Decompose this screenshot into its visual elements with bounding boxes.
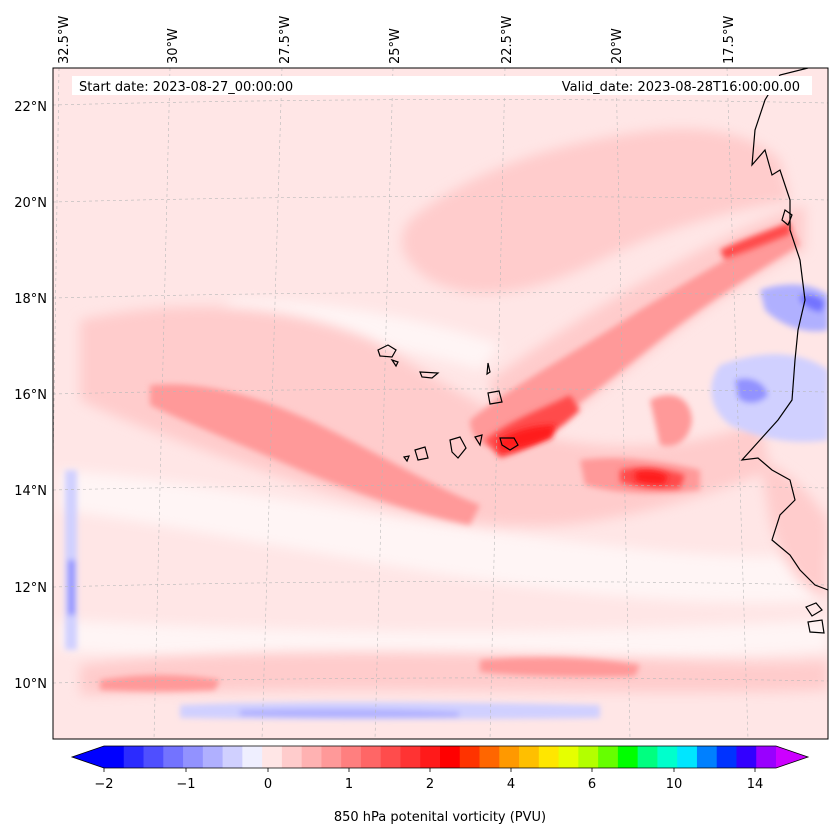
colorbar-tick-label: 14 [747,777,764,792]
colorbar-cell [321,746,342,768]
colorbar-cell [341,746,362,768]
colorbar-cell [756,746,777,768]
colorbar-cell [143,746,164,768]
pv-medium-positive [100,225,800,692]
colorbar-tick-label: 2 [426,777,434,792]
colorbar-tick-labels: −2 −1 0 1 2 4 6 10 14 [94,777,763,792]
colorbar-cell [657,746,678,768]
colorbar-cells [104,746,777,768]
colorbar-cell [459,746,480,768]
colorbar-tick-label: 10 [666,777,683,792]
lat-label-22n: 22°N [14,100,47,115]
colorbar-cell [558,746,579,768]
colorbar-cell [163,746,184,768]
colorbar-tick-label: 6 [588,777,596,792]
colorbar-cell [222,746,243,768]
colorbar-cell [440,746,461,768]
colorbar-cell [420,746,441,768]
colorbar-cell [202,746,223,768]
colorbar-cell [183,746,204,768]
colorbar-cell [123,746,144,768]
colorbar-cell [262,746,283,768]
colorbar-cell [637,746,658,768]
colorbar-cell [400,746,421,768]
lat-label-18n: 18°N [14,292,47,307]
map-frame [52,67,829,740]
colorbar-cell [598,746,619,768]
lon-label-17-5w: 17.5°W [722,16,737,64]
lat-label-12n: 12°N [14,581,47,596]
colorbar-cell [499,746,520,768]
colorbar-tick-label: 1 [345,777,353,792]
colorbar-cell [479,746,500,768]
coastlines [377,68,828,634]
lat-label-16n: 16°N [14,388,47,403]
colorbar-cell [281,746,303,768]
map-panel [53,68,828,739]
colorbar-cell [736,746,757,768]
colorbar-ticks [103,768,756,772]
colorbar-cell [380,746,401,768]
pv-peak [498,425,668,485]
colorbar: −2 −1 0 1 2 4 6 10 14 850 hPa potenital … [70,745,810,825]
colorbar-cell [677,746,698,768]
lat-label-20n: 20°N [14,196,47,211]
lat-label-10n: 10°N [14,677,47,692]
colorbar-tick-label: 0 [264,777,272,792]
graticule [53,68,828,739]
colorbar-cell [301,746,322,768]
colorbar-under-arrow [72,746,104,768]
colorbar-cell [696,746,718,768]
colorbar-cell [538,746,559,768]
lon-label-22-5w: 22.5°W [500,16,515,64]
colorbar-cell [360,746,382,768]
lon-label-32-5w: 32.5°W [57,16,72,64]
lon-label-30w: 30°W [166,28,181,64]
lat-label-14n: 14°N [14,484,47,499]
colorbar-cell [716,746,737,768]
lon-label-20w: 20°W [610,28,625,64]
colorbar-cell [242,746,263,768]
longitude-labels: 32.5°W 30°W 27.5°W 25°W 22.5°W 20°W 17.5… [57,16,737,64]
lon-label-25w: 25°W [388,28,403,64]
colorbar-tick-label: −1 [176,777,195,792]
start-date-label: Start date: 2023-08-27_00:00:00 [79,80,293,95]
colorbar-cell [104,746,125,768]
valid-date-label: Valid_date: 2023-08-28T16:00:00.00 [562,80,800,95]
lon-label-27-5w: 27.5°W [278,16,293,64]
start-date-box [72,76,812,95]
colorbar-title: 850 hPa potenital vorticity (PVU) [334,810,546,825]
colorbar-over-arrow [776,746,808,768]
colorbar-tick-label: 4 [507,777,515,792]
colorbar-cell [519,746,540,768]
latitude-labels: 22°N 20°N 18°N 16°N 14°N 12°N 10°N [14,100,47,692]
pv-negative [65,284,828,720]
colorbar-tick-label: −2 [94,777,113,792]
colorbar-cell [578,746,599,768]
colorbar-cell [617,746,639,768]
